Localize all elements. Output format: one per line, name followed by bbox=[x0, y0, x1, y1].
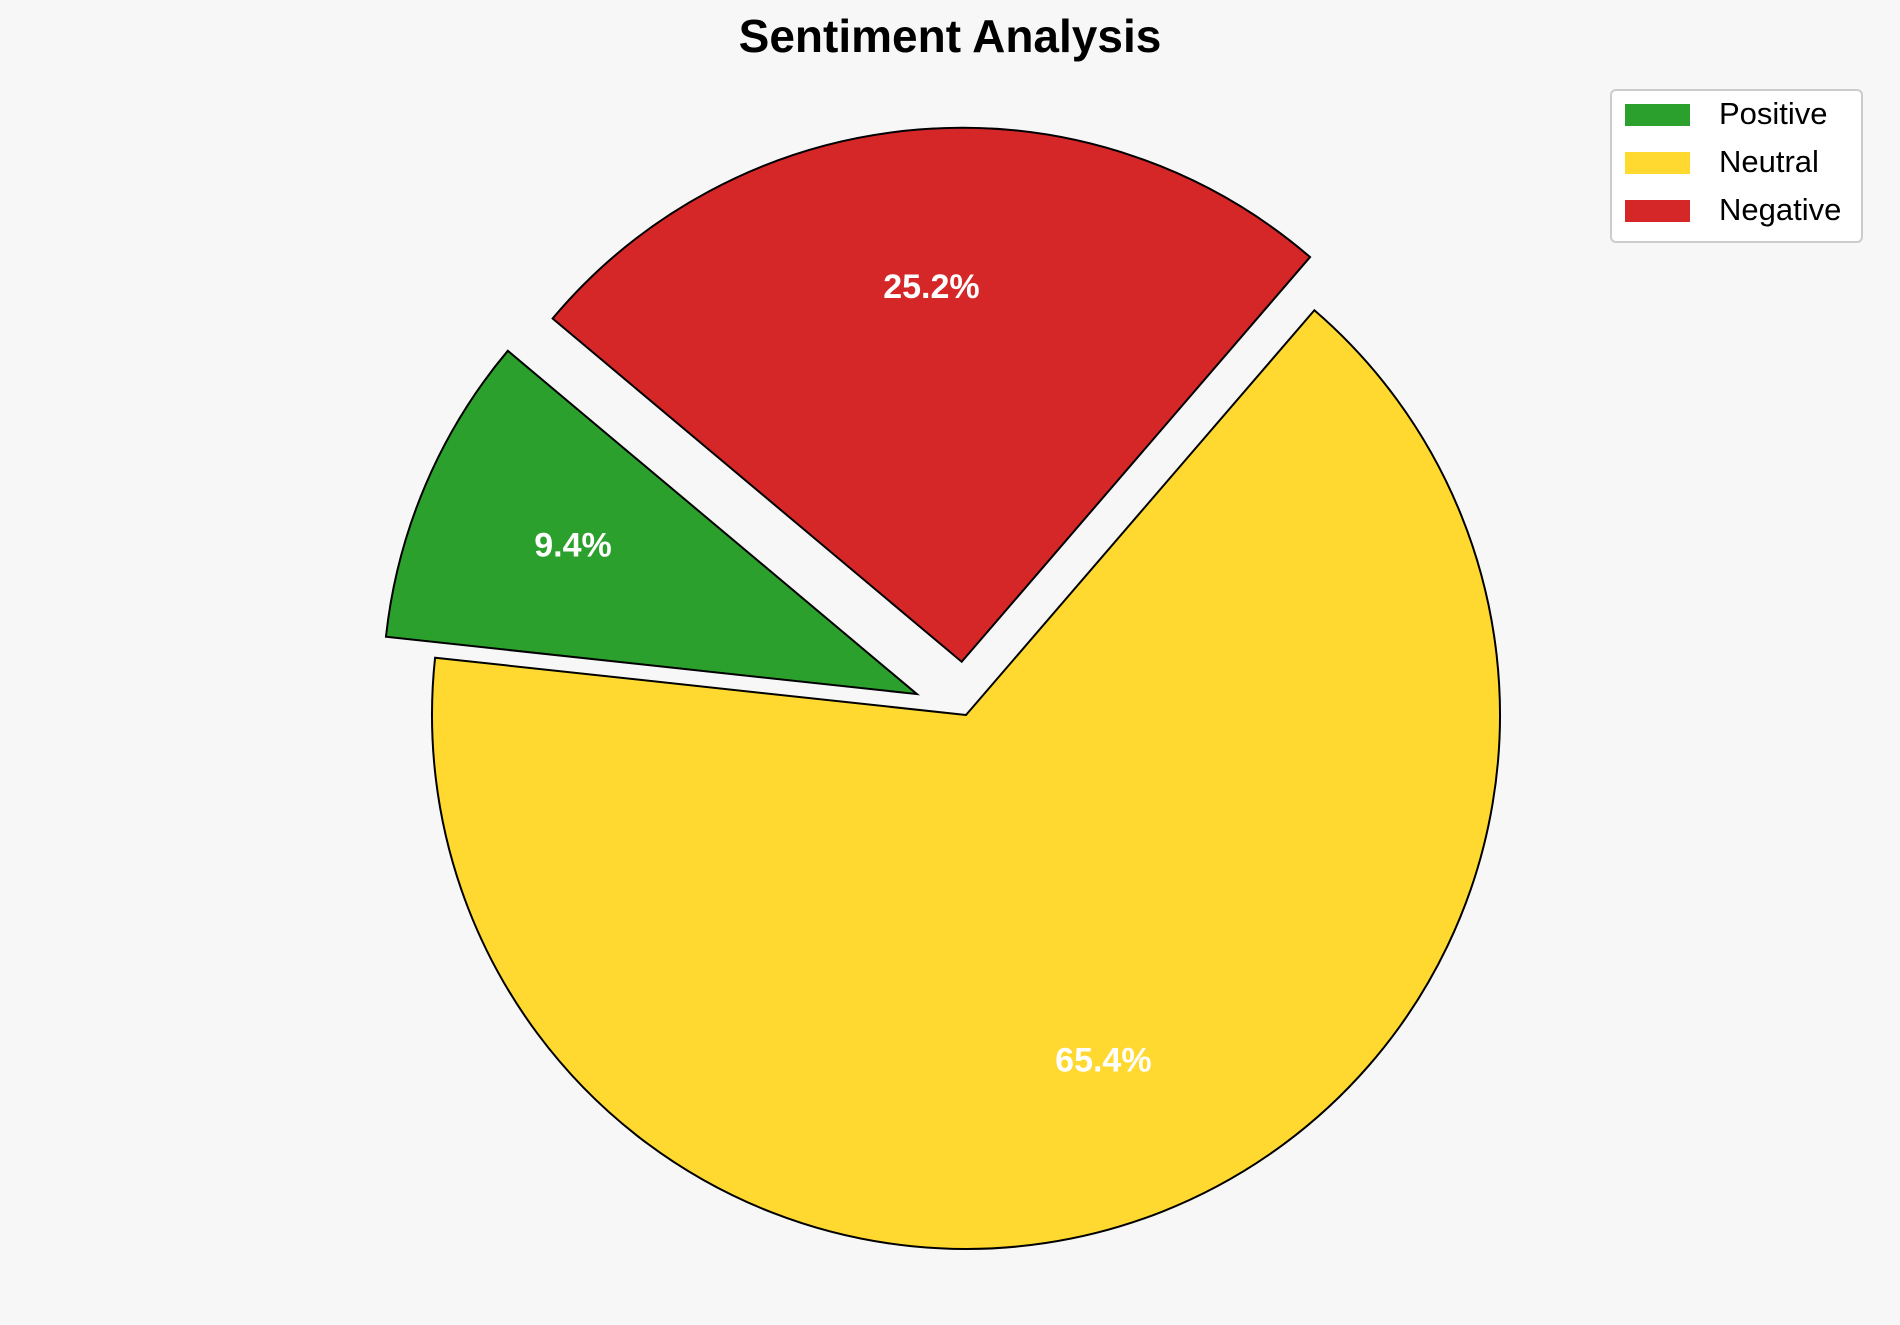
legend-swatch bbox=[1625, 200, 1690, 222]
data-label: 9.4% bbox=[534, 527, 612, 565]
legend: Positive Neutral Negative bbox=[1610, 89, 1863, 243]
legend-swatch bbox=[1625, 152, 1690, 174]
legend-swatch bbox=[1625, 104, 1690, 126]
pie-slice bbox=[551, 126, 1312, 664]
data-label: 25.2% bbox=[883, 268, 979, 306]
legend-label: Positive bbox=[1719, 96, 1828, 131]
legend-label: Neutral bbox=[1719, 144, 1819, 179]
pie-slice bbox=[430, 308, 1501, 1250]
chart-title: Sentiment Analysis bbox=[739, 10, 1162, 62]
legend-label: Negative bbox=[1719, 192, 1841, 227]
data-label: 65.4% bbox=[1055, 1042, 1151, 1080]
pie-slice bbox=[384, 349, 921, 696]
